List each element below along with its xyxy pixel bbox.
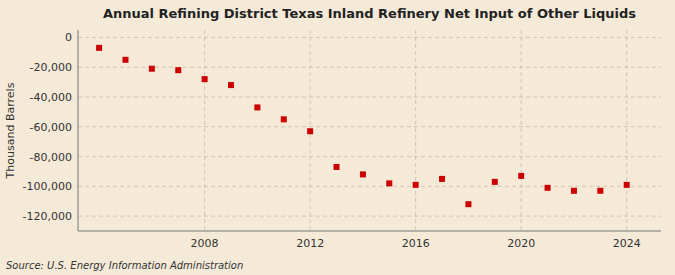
point	[624, 182, 630, 188]
point	[439, 176, 445, 182]
y-grid-line	[78, 97, 661, 98]
y-tick-label: -120,000	[23, 210, 72, 223]
point	[122, 57, 128, 63]
point	[149, 66, 155, 72]
y-tick-label: -20,000	[30, 61, 72, 74]
point	[228, 82, 234, 88]
y-grid-line	[78, 67, 661, 68]
point	[334, 164, 340, 170]
point	[202, 76, 208, 82]
x-tick-label: 2008	[191, 237, 219, 250]
point	[386, 180, 392, 186]
x-tick-label: 2012	[296, 237, 324, 250]
point	[492, 179, 498, 185]
point	[465, 201, 471, 207]
point	[254, 104, 260, 110]
y-grid-line	[78, 186, 661, 187]
y-axis-label: Thousand Barrels	[4, 82, 17, 179]
point	[571, 188, 577, 194]
point	[96, 45, 102, 51]
y-axis-line	[78, 30, 79, 231]
point	[518, 173, 524, 179]
x-tick-label: 2016	[402, 237, 430, 250]
point	[307, 128, 313, 134]
chart: 0 -20,000 -40,000 -60,000 -80,000 -100,000 -12…	[0, 0, 675, 275]
point	[175, 67, 181, 73]
x-grid-line	[204, 30, 205, 231]
x-grid-line	[626, 30, 627, 231]
x-axis-line	[78, 231, 661, 232]
x-grid-line	[521, 30, 522, 231]
y-grid-line	[78, 126, 661, 127]
title: Annual Refining District Texas Inland Re…	[103, 6, 636, 21]
annotation: Source: U.S. Energy Information Administ…	[6, 260, 243, 271]
y-grid-line	[78, 37, 661, 38]
x-tick-label: 2024	[613, 237, 641, 250]
point	[360, 171, 366, 177]
y-tick-label: -80,000	[30, 151, 72, 164]
y-tick-label: -40,000	[30, 91, 72, 104]
y-tick-label: -100,000	[23, 180, 72, 193]
points	[96, 45, 630, 207]
point	[281, 116, 287, 122]
y-grid-line	[78, 216, 661, 217]
point	[413, 182, 419, 188]
y-tick-label: 0	[65, 31, 72, 44]
point	[545, 185, 551, 191]
x-grid-line	[415, 30, 416, 231]
grid	[78, 30, 661, 231]
point	[597, 188, 603, 194]
ticks: 0 -20,000 -40,000 -60,000 -80,000 -100,000 -12…	[23, 31, 641, 250]
y-grid-line	[78, 156, 661, 157]
x-tick-label: 2020	[507, 237, 535, 250]
y-tick-label: -60,000	[30, 121, 72, 134]
